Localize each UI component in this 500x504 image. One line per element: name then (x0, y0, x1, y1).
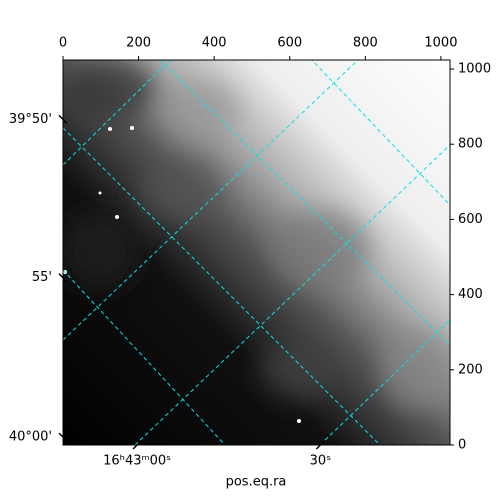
ra-tick-label: 30ˢ (310, 454, 332, 469)
dec-tick-label: 40°00' (9, 430, 52, 445)
y-tick-label: 800 (458, 137, 483, 152)
x-tick-label: 1000 (424, 36, 457, 51)
y-tick-label: 400 (458, 287, 483, 302)
y-tick-label: 200 (458, 362, 483, 377)
x-axis-label: pos.eq.ra (226, 475, 287, 490)
frame (62, 59, 451, 446)
y-tick-label: 600 (458, 212, 483, 227)
dec-tick (58, 273, 68, 283)
coordinate-grid (63, 60, 450, 445)
dec-tick (58, 114, 68, 124)
x-tick-label: 400 (202, 36, 227, 51)
ra-tick (315, 440, 325, 450)
y-tick-label: 0 (458, 438, 466, 453)
x-tick-label: 200 (126, 36, 151, 51)
dec-tick-label: 55' (32, 270, 52, 285)
ra-tick (132, 440, 142, 450)
x-tick-label: 800 (353, 36, 378, 51)
y-tick-label: 1000 (458, 62, 491, 77)
x-tick-label: 600 (277, 36, 302, 51)
x-tick-label: 0 (59, 36, 67, 51)
ra-tick-label: 16ʰ43ᵐ00ˢ (103, 454, 171, 469)
dec-tick (58, 432, 68, 442)
dec-tick-label: 39°50' (9, 112, 52, 127)
image (63, 60, 450, 445)
